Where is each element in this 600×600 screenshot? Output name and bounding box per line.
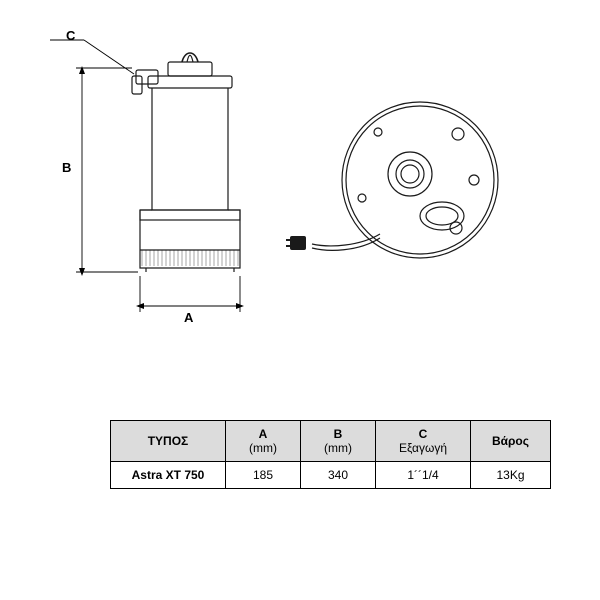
dimension-b [76, 66, 138, 276]
cell-c: 1´´1/4 [376, 462, 471, 489]
header-type: ΤΥΠΟΣ [111, 421, 226, 462]
side-view [132, 53, 240, 272]
dimension-c [50, 40, 134, 74]
header-b: B (mm) [301, 421, 376, 462]
header-weight: Βάρος [471, 421, 551, 462]
spec-table-container: ΤΥΠΟΣ A (mm) B (mm) C Εξαγωγή Βάρος Astr… [110, 420, 551, 489]
table-row: Astra XT 750 185 340 1´´1/4 13Kg [111, 462, 551, 489]
spec-table: ΤΥΠΟΣ A (mm) B (mm) C Εξαγωγή Βάρος Astr… [110, 420, 551, 489]
technical-diagram: C B A [40, 30, 560, 370]
cell-a: 185 [226, 462, 301, 489]
top-view [286, 102, 498, 258]
cell-type: Astra XT 750 [111, 462, 226, 489]
cell-weight: 13Kg [471, 462, 551, 489]
label-b: B [62, 160, 71, 175]
header-c: C Εξαγωγή [376, 421, 471, 462]
table-header-row: ΤΥΠΟΣ A (mm) B (mm) C Εξαγωγή Βάρος [111, 421, 551, 462]
pump-drawing-svg [40, 30, 560, 370]
label-a: A [184, 310, 193, 325]
dimension-a [136, 276, 244, 312]
header-a: A (mm) [226, 421, 301, 462]
label-c: C [66, 28, 75, 43]
cell-b: 340 [301, 462, 376, 489]
